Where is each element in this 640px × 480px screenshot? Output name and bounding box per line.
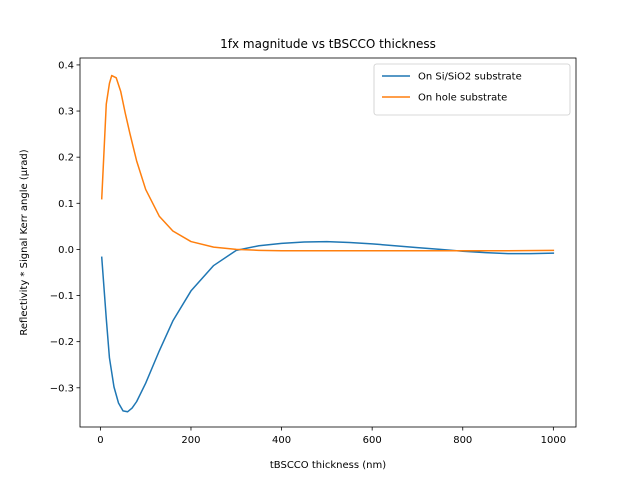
x-axis: 0 200 400 600 800 1000 bbox=[97, 427, 566, 446]
y-tick-label: 0.0 bbox=[58, 245, 74, 256]
y-tick-label: −0.1 bbox=[50, 291, 74, 302]
x-tick-label: 0 bbox=[97, 435, 103, 446]
y-tick-label: 0.4 bbox=[58, 60, 74, 71]
y-axis: −0.3 −0.2 −0.1 0.0 0.1 0.2 0.3 0.4 bbox=[50, 60, 80, 394]
y-tick-label: −0.3 bbox=[50, 383, 74, 394]
x-axis-label: tBSCCO thickness (nm) bbox=[270, 460, 386, 471]
y-tick-label: 0.1 bbox=[58, 199, 74, 210]
legend: On Si/SiO2 substrate On hole substrate bbox=[373, 63, 571, 116]
x-tick-label: 400 bbox=[272, 435, 291, 446]
x-tick-label: 200 bbox=[181, 435, 200, 446]
legend-label: On hole substrate bbox=[418, 93, 507, 104]
chart-title: 1fx magnitude vs tBSCCO thickness bbox=[220, 37, 436, 51]
y-axis-label: Reflectivity * Signal Kerr angle (μrad) bbox=[19, 149, 30, 335]
series-line-1 bbox=[100, 240, 555, 413]
x-tick-label: 600 bbox=[363, 435, 382, 446]
y-tick-label: 0.2 bbox=[58, 153, 74, 164]
y-tick-label: −0.2 bbox=[50, 337, 74, 348]
x-tick-label: 800 bbox=[453, 435, 472, 446]
legend-label: On Si/SiO2 substrate bbox=[418, 72, 522, 83]
legend-box bbox=[373, 63, 571, 116]
x-tick-label: 1000 bbox=[541, 435, 566, 446]
series-line-2 bbox=[100, 74, 555, 252]
y-tick-label: 0.3 bbox=[58, 107, 74, 118]
plot-frame bbox=[79, 57, 577, 428]
plot-area bbox=[100, 74, 555, 413]
